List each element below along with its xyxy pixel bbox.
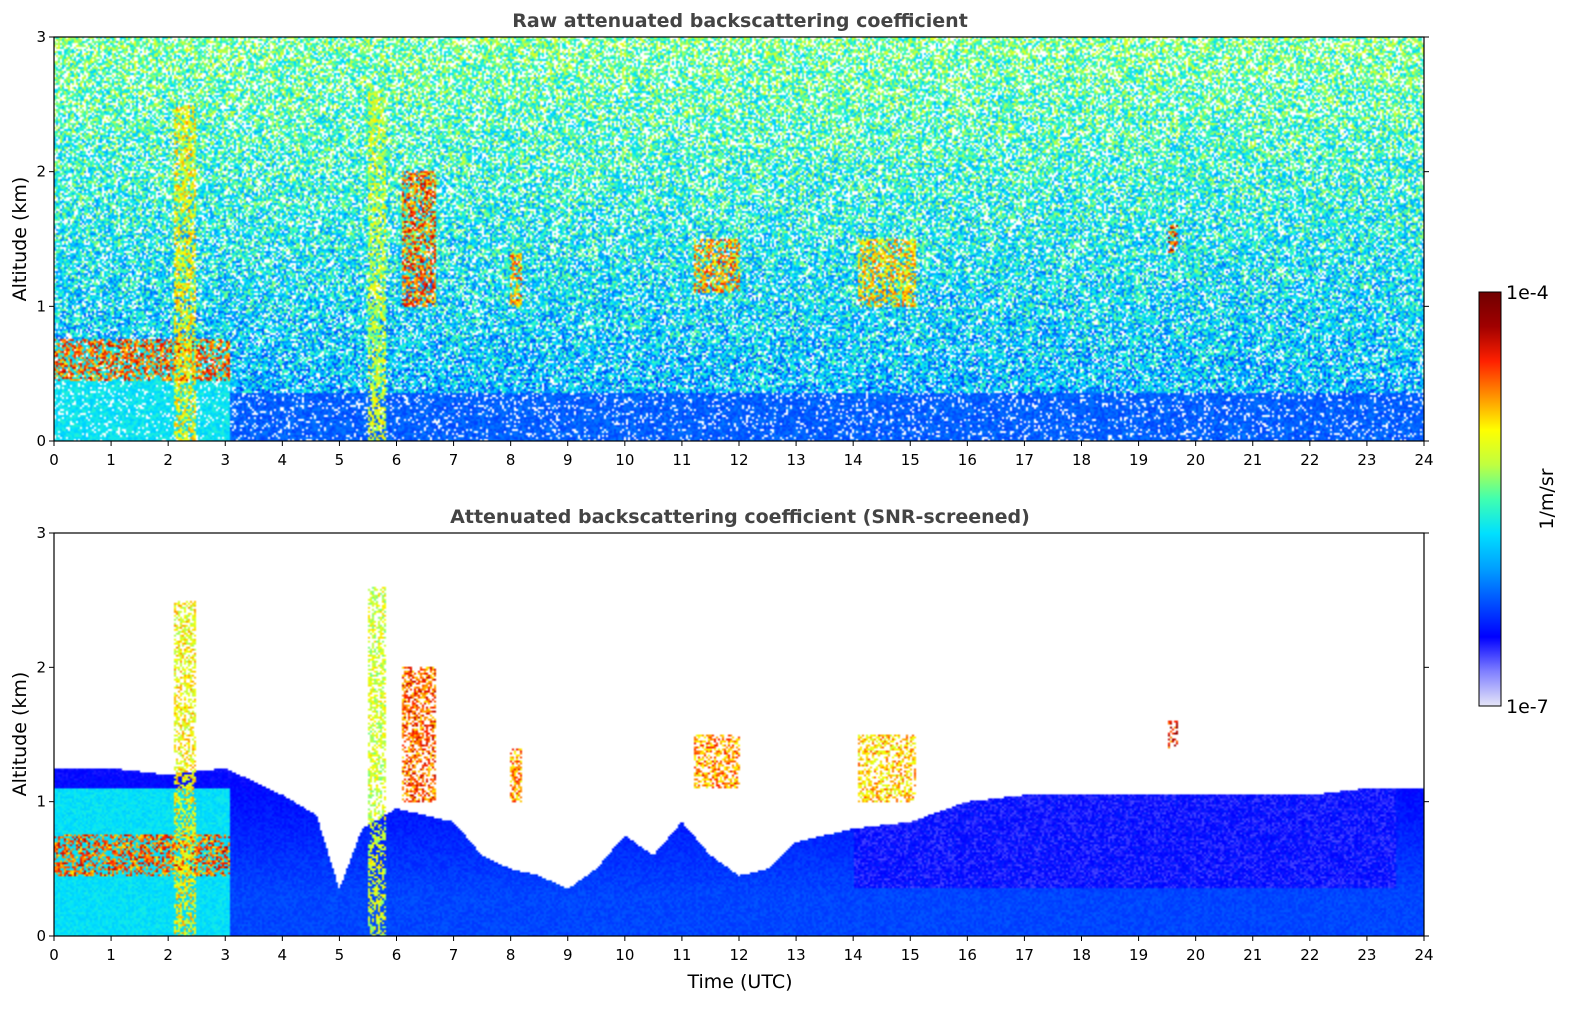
x-tick-label: 18 [1072, 946, 1091, 964]
x-tick-label: 9 [563, 946, 573, 964]
panel2-plot [53, 532, 1425, 937]
x-tick-label: 2 [163, 946, 173, 964]
x-tick-label: 10 [615, 946, 634, 964]
x-tick-label: 21 [1243, 946, 1262, 964]
panel2-ylabel: Altitude (km) [9, 672, 31, 797]
x-tick-label: 5 [335, 946, 345, 964]
panel2-y-ticks: 0 1 2 3 [36, 524, 1429, 945]
x-tick-label: 19 [1129, 451, 1148, 469]
y-tick-label: 3 [36, 524, 46, 542]
x-tick-label: 2 [163, 451, 173, 469]
x-tick-label: 0 [49, 451, 59, 469]
x-tick-label: 5 [335, 451, 345, 469]
x-tick-label: 1 [106, 946, 116, 964]
y-tick-label: 3 [36, 28, 46, 46]
x-tick-label: 19 [1129, 946, 1148, 964]
x-tick-label: 3 [220, 451, 230, 469]
x-tick-label: 11 [672, 946, 691, 964]
x-tick-label: 7 [449, 451, 459, 469]
x-tick-label: 14 [844, 451, 863, 469]
x-tick-label: 20 [1186, 451, 1205, 469]
colorbar-unit-label: 1/m/sr [1536, 468, 1558, 529]
x-tick-label: 17 [1015, 946, 1034, 964]
colorbar-min-label: 1e-7 [1506, 696, 1549, 718]
x-tick-label: 24 [1414, 946, 1433, 964]
x-tick-label: 14 [844, 946, 863, 964]
panel2-title: Attenuated backscattering coefficient (S… [450, 506, 1030, 528]
y-tick-label: 0 [36, 432, 46, 450]
panel1-heatmap [54, 37, 1424, 441]
panel2-x-ticks: 0 1 2 3 4 5 6 7 8 9 10 11 12 13 14 15 16 17 18 19 20 21 22 23 24 [49, 936, 1434, 964]
y-tick-label: 1 [36, 793, 46, 811]
x-tick-label: 15 [901, 451, 920, 469]
x-tick-label: 21 [1243, 451, 1262, 469]
x-tick-label: 8 [506, 946, 516, 964]
x-tick-label: 3 [220, 946, 230, 964]
x-tick-label: 6 [392, 451, 402, 469]
panel2-xlabel: Time (UTC) [686, 971, 792, 993]
x-tick-label: 11 [672, 451, 691, 469]
y-tick-label: 2 [36, 658, 46, 676]
panel1-x-ticks: 0 1 2 3 4 5 6 7 8 9 10 11 12 13 14 15 16 17 18 19 20 21 22 23 24 [49, 441, 1434, 469]
x-tick-label: 17 [1015, 451, 1034, 469]
x-tick-label: 15 [901, 946, 920, 964]
panel2-heatmap [54, 533, 1424, 936]
y-tick-label: 0 [36, 927, 46, 945]
x-tick-label: 24 [1414, 451, 1433, 469]
x-tick-label: 22 [1300, 451, 1319, 469]
panel1-ylabel: Altitude (km) [9, 177, 31, 302]
x-tick-label: 4 [278, 946, 288, 964]
x-tick-label: 0 [49, 946, 59, 964]
x-tick-label: 12 [729, 451, 748, 469]
x-tick-label: 16 [958, 946, 977, 964]
x-tick-label: 8 [506, 451, 516, 469]
panel1-y-ticks: 0 1 2 3 [36, 28, 1429, 450]
y-tick-label: 1 [36, 297, 46, 315]
x-tick-label: 1 [106, 451, 116, 469]
panel1-plot [53, 36, 1425, 442]
colorbar: 1e-4 1e-7 1/m/sr [1478, 282, 1558, 718]
x-tick-label: 9 [563, 451, 573, 469]
x-tick-label: 13 [787, 451, 806, 469]
x-tick-label: 22 [1300, 946, 1319, 964]
x-tick-label: 18 [1072, 451, 1091, 469]
x-tick-label: 16 [958, 451, 977, 469]
x-tick-label: 4 [278, 451, 288, 469]
x-tick-label: 6 [392, 946, 402, 964]
x-tick-label: 23 [1357, 451, 1376, 469]
panel1-title: Raw attenuated backscattering coefficien… [512, 10, 968, 32]
x-tick-label: 13 [787, 946, 806, 964]
colorbar-gradient [1478, 291, 1502, 707]
colorbar-max-label: 1e-4 [1506, 282, 1549, 304]
x-tick-label: 7 [449, 946, 459, 964]
y-tick-label: 2 [36, 163, 46, 181]
x-tick-label: 23 [1357, 946, 1376, 964]
x-tick-label: 10 [615, 451, 634, 469]
x-tick-label: 12 [729, 946, 748, 964]
x-tick-label: 20 [1186, 946, 1205, 964]
